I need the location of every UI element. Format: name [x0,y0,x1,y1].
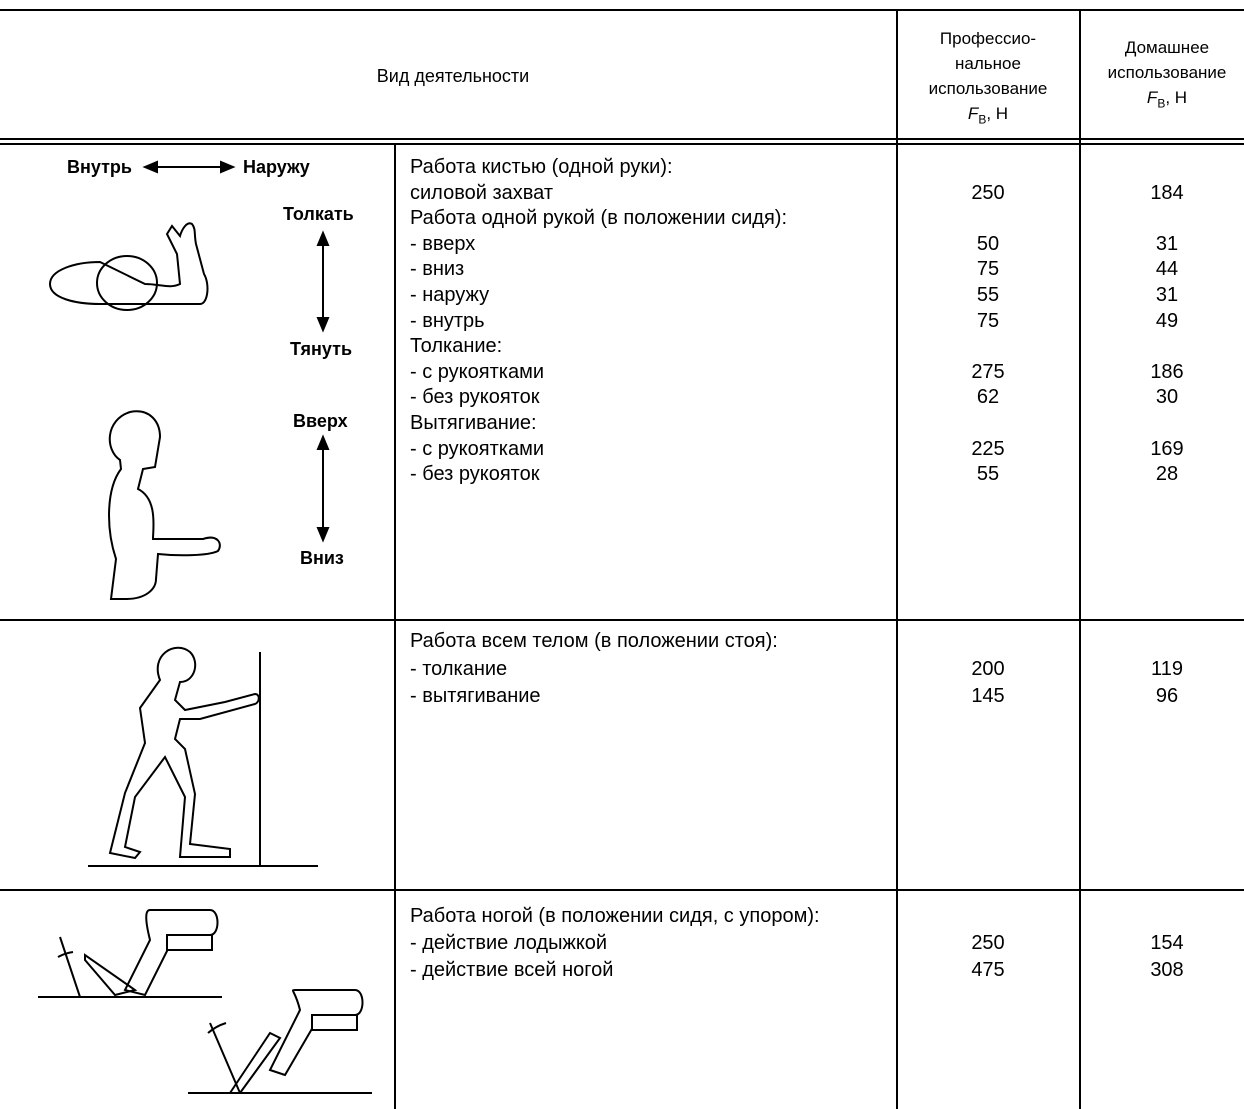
home-value: 30 [1155,386,1179,409]
activity-text: - внутрь [410,309,485,332]
header-line: Профессио- [939,29,1037,48]
unit-suffix: , Н [1165,88,1188,107]
professional-value: 200 [971,657,1005,680]
header-activity: Вид деятельности [376,66,530,86]
professional-value: 55 [976,463,1000,486]
activity-text: - вверх [410,232,476,255]
unit-symbol: F [967,104,979,123]
figure-seated [108,410,221,600]
figure-label: Вверх [293,411,348,431]
activity-text: - вниз [410,258,465,281]
activity-text: Толкание: [410,335,503,358]
professional-value: 75 [976,258,1000,281]
unit-suffix: , Н [986,104,1009,123]
activity-text: - с рукоятками [410,437,544,460]
activity-text: - действие всей ногой [410,959,614,981]
home-value: 186 [1150,360,1184,383]
activity-text: - вытягивание [410,685,541,707]
home-value: 31 [1155,284,1179,306]
arrows [142,160,330,543]
figure-label: Толкать [283,204,354,224]
header-professional: Профессио-нальное использование FВ, Н [929,26,1048,132]
home-value: 31 [1155,232,1179,255]
header-unit: FВ, Н [1108,85,1227,116]
figure-standing [88,646,318,867]
home-value: 169 [1150,437,1184,460]
figure-label: Тянуть [290,339,353,359]
figure-top-view [48,222,209,311]
figure-label: Наружу [243,157,310,177]
home-value: 28 [1155,463,1179,486]
professional-value: 55 [976,284,1000,306]
professional-value: 275 [971,360,1005,383]
header-line: использование [1107,63,1227,82]
professional-value: 50 [976,232,1000,255]
activity-text: Работа одной рукой (в положении сидя): [410,207,788,230]
home-value: 154 [1150,932,1184,954]
professional-value: 250 [971,181,1005,204]
home-value: 96 [1155,685,1179,707]
header-line: Домашнее [1124,38,1210,57]
activity-text: силовой захват [410,181,553,204]
header-line: использование [928,79,1048,98]
home-value: 308 [1150,959,1184,981]
professional-value: 475 [971,959,1005,981]
activity-text: Работа ногой (в положении сидя, с упором… [410,905,820,927]
activity-text: Вытягивание: [410,412,537,434]
activity-text: - толкание [410,657,508,680]
unit-subscript: В [1157,96,1166,111]
home-value: 49 [1155,309,1179,332]
header-unit: FВ, Н [929,101,1048,132]
home-value: 184 [1150,181,1184,204]
professional-value: 145 [971,685,1005,707]
header-home: Домашнее использование FВ, Н [1108,35,1227,116]
activity-text: - без рукояток [410,463,540,486]
activity-text: - без рукояток [410,386,540,409]
home-value: 119 [1151,657,1183,680]
professional-value: 225 [971,437,1005,460]
figure-label: Внутрь [67,157,132,177]
professional-value: 250 [971,932,1005,954]
activity-text: Работа всем телом (в положении стоя): [410,630,778,652]
activity-text: - наружу [410,284,490,306]
header-line: нальное [955,54,1021,73]
activity-text: - действие лодыжкой [410,932,608,954]
unit-subscript: В [978,112,987,127]
figure-legs [38,909,372,1094]
home-value: 44 [1155,258,1179,281]
activity-text: - с рукоятками [410,360,544,383]
professional-value: 75 [976,309,1000,332]
professional-value: 62 [976,386,1000,409]
activity-text: Работа кистью (одной руки): [410,156,673,178]
figure-label: Вниз [300,548,344,568]
unit-symbol: F [1146,88,1158,107]
